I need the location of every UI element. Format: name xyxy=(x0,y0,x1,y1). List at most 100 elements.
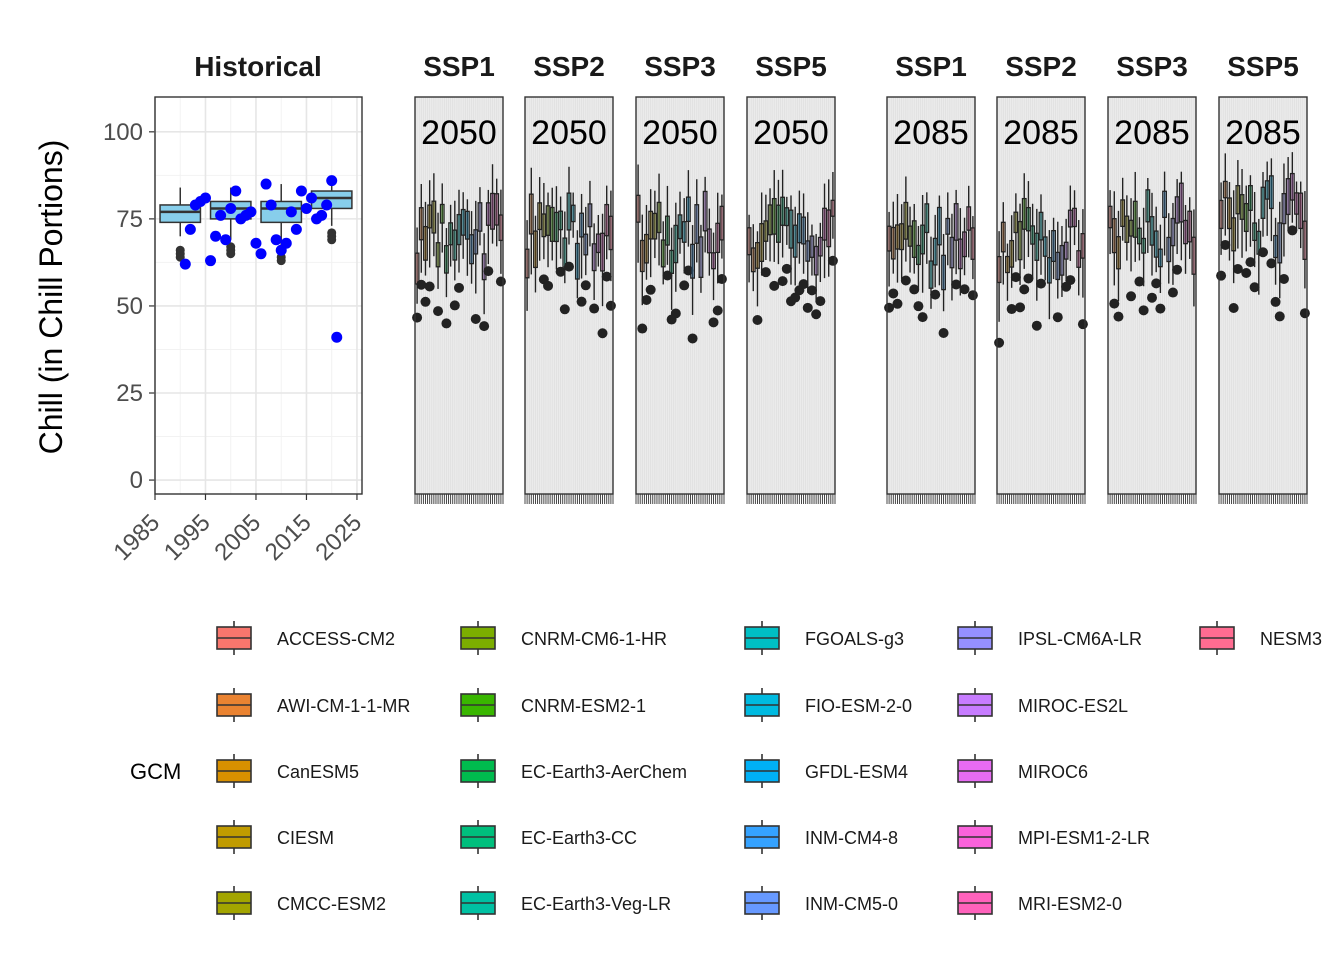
scenario-box xyxy=(1268,175,1274,210)
gcm-legend: GCM ACCESS-CM2 AWI-CM-1-1-MR CanESM5 CIESM C… xyxy=(130,621,1322,920)
legend-label: EC-Earth3-AerChem xyxy=(521,762,687,782)
scenario-box xyxy=(490,192,495,230)
scenario-outlier xyxy=(777,276,788,287)
legend-label: CanESM5 xyxy=(277,762,359,782)
scenario-box xyxy=(558,210,564,231)
scenario-panel: SSP1 2050 xyxy=(412,51,506,504)
scenario-outlier xyxy=(708,317,719,328)
scenario-box xyxy=(673,224,679,264)
observation-point xyxy=(285,206,297,218)
observation-point xyxy=(245,206,257,218)
scenario-outlier xyxy=(1274,311,1285,322)
y-tick-label: 25 xyxy=(116,380,143,407)
strip-title-scenario: SSP1 xyxy=(895,51,967,82)
scenario-box xyxy=(635,194,641,223)
observation-point xyxy=(230,185,242,197)
scenario-outlier xyxy=(1299,308,1310,319)
scenario-box xyxy=(423,225,428,261)
scenario-outlier xyxy=(781,263,792,274)
observation-point xyxy=(290,223,302,235)
scenario-outlier xyxy=(1126,291,1137,302)
observation-point xyxy=(270,234,282,246)
scenario-outlier xyxy=(1266,258,1277,269)
scenario-outlier xyxy=(416,279,427,290)
scenario-box xyxy=(1149,216,1155,246)
scenario-box xyxy=(473,229,479,255)
scenario-box xyxy=(431,200,437,234)
scenario-panel-border xyxy=(1218,96,1308,495)
legend-label: CIESM xyxy=(277,828,334,848)
legend-label: INM-CM4-8 xyxy=(805,828,898,848)
scenario-box xyxy=(706,228,712,254)
scenario-outlier xyxy=(938,328,949,339)
scenario-box xyxy=(1235,185,1241,215)
scenario-box xyxy=(711,252,716,270)
scenario-outlier xyxy=(712,305,723,316)
scenario-outlier xyxy=(424,281,435,292)
legend-label: FIO-ESM-2-0 xyxy=(805,696,912,716)
scenario-box xyxy=(456,213,462,246)
scenario-outlier xyxy=(1010,272,1021,283)
historical-panel: Historical 0 25 50 75 100 1985199520052015202… xyxy=(103,51,367,566)
scenario-box xyxy=(796,213,802,244)
scenario-outlier xyxy=(909,284,920,295)
scenario-box xyxy=(583,233,589,256)
scenario-box xyxy=(996,255,1002,284)
legend-label: NESM3 xyxy=(1260,629,1322,649)
strip-title-scenario: SSP3 xyxy=(1116,51,1188,82)
observation-point xyxy=(205,255,217,267)
scenario-box xyxy=(545,205,551,236)
scenario-box xyxy=(1273,234,1279,259)
scenario-outlier xyxy=(811,309,822,320)
scenario-box xyxy=(813,245,819,276)
scenario-outlier xyxy=(601,271,612,282)
scenario-box xyxy=(681,221,687,243)
legend-key: CMCC-ESM2 xyxy=(216,886,386,920)
scenario-box xyxy=(962,231,967,258)
scenario-outlier xyxy=(1065,275,1076,286)
scenario-outlier xyxy=(589,303,600,314)
observation-point xyxy=(210,230,222,242)
scenario-outlier xyxy=(580,280,591,291)
scenario-outlier xyxy=(449,300,460,311)
historical-panel-background xyxy=(155,97,362,494)
scenario-outlier xyxy=(1220,239,1231,250)
scenario-outlier xyxy=(597,328,608,339)
scenario-box xyxy=(746,227,752,256)
scenario-box xyxy=(574,242,580,280)
observation-point xyxy=(326,175,338,187)
scenario-outlier xyxy=(441,318,452,329)
legend-title: GCM xyxy=(130,759,181,784)
scenario-box xyxy=(1128,219,1134,237)
scenario-box xyxy=(1252,222,1258,242)
scenario-outlier xyxy=(1134,276,1145,287)
scenario-outlier xyxy=(1228,302,1239,313)
scenario-box xyxy=(771,197,777,235)
scenario-outlier xyxy=(951,279,962,290)
scenario-box xyxy=(966,206,972,231)
scenario-outlier xyxy=(412,312,423,323)
scenario-box xyxy=(1264,180,1270,200)
scenario-box xyxy=(788,209,794,249)
scenario-box xyxy=(911,220,917,258)
legend-label: INM-CM5-0 xyxy=(805,894,898,914)
legend-key: ACCESS-CM2 xyxy=(216,621,395,655)
legend-label: FGOALS-g3 xyxy=(805,629,904,649)
strip-title-scenario: SSP5 xyxy=(755,51,827,82)
scenario-outlier xyxy=(576,296,587,307)
scenario-box xyxy=(899,223,905,251)
scenario-box xyxy=(639,239,645,273)
scenario-box xyxy=(830,199,836,217)
scenario-outlier xyxy=(1270,296,1281,307)
scenario-box xyxy=(644,233,649,264)
observation-point xyxy=(265,199,277,211)
scenario-outlier xyxy=(900,275,911,286)
scenario-box xyxy=(1174,196,1180,224)
scenario-box xyxy=(1136,227,1142,245)
scenario-box xyxy=(809,235,815,258)
scenario-outlier xyxy=(1172,264,1183,275)
scenario-box xyxy=(1132,200,1138,238)
strip-title-historical: Historical xyxy=(194,51,322,82)
observation-point xyxy=(260,178,272,190)
x-tick-label: 2015 xyxy=(260,509,317,566)
